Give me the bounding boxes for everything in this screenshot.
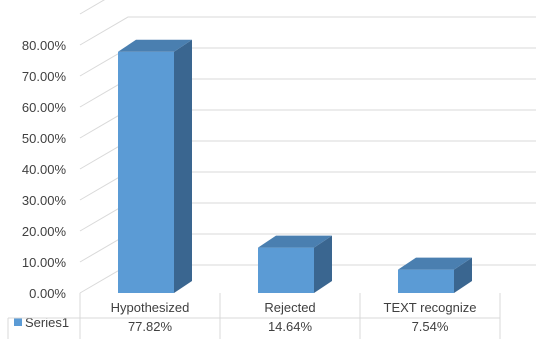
legend-series1: Series1 (25, 315, 69, 330)
y-tick-label: 80.00% (22, 38, 67, 53)
y-tick-label: 70.00% (22, 69, 67, 84)
legend-swatch (14, 318, 22, 326)
category-label: TEXT recognize (384, 300, 477, 315)
bar-text-recognize (398, 269, 454, 293)
bar-top (258, 235, 332, 248)
bar-top (118, 39, 192, 52)
y-tick-label: 20.00% (22, 224, 67, 239)
data-table-value: 77.82% (128, 319, 173, 334)
bar-rejected (258, 247, 314, 293)
data-table-value: 14.64% (268, 319, 313, 334)
data-table: Series1 Hypothesized 77.82% Rejected 14.64%… (7, 293, 501, 339)
y-tick-label: 50.00% (22, 131, 67, 146)
y-tick-label: 60.00% (22, 100, 67, 115)
bar-side (314, 235, 332, 293)
y-tick-label: 40.00% (22, 162, 67, 177)
category-label: Hypothesized (111, 300, 190, 315)
y-tick-label: 10.00% (22, 255, 67, 270)
gridline (79, 16, 536, 46)
category-label: Rejected (264, 300, 315, 315)
y-axis-ticks: 0.00% 10.00% 20.00% 30.00% 40.00% 50.00% 60.00… (22, 38, 67, 301)
bar-top (398, 257, 472, 270)
data-table-value: 7.54% (412, 319, 449, 334)
bars (118, 39, 472, 294)
bar-hypothesized (118, 51, 174, 294)
bar-side (174, 39, 192, 294)
bar-side (454, 257, 472, 293)
gridline (79, 0, 105, 15)
y-tick-label: 30.00% (22, 193, 67, 208)
y-tick-label: 0.00% (29, 286, 66, 301)
